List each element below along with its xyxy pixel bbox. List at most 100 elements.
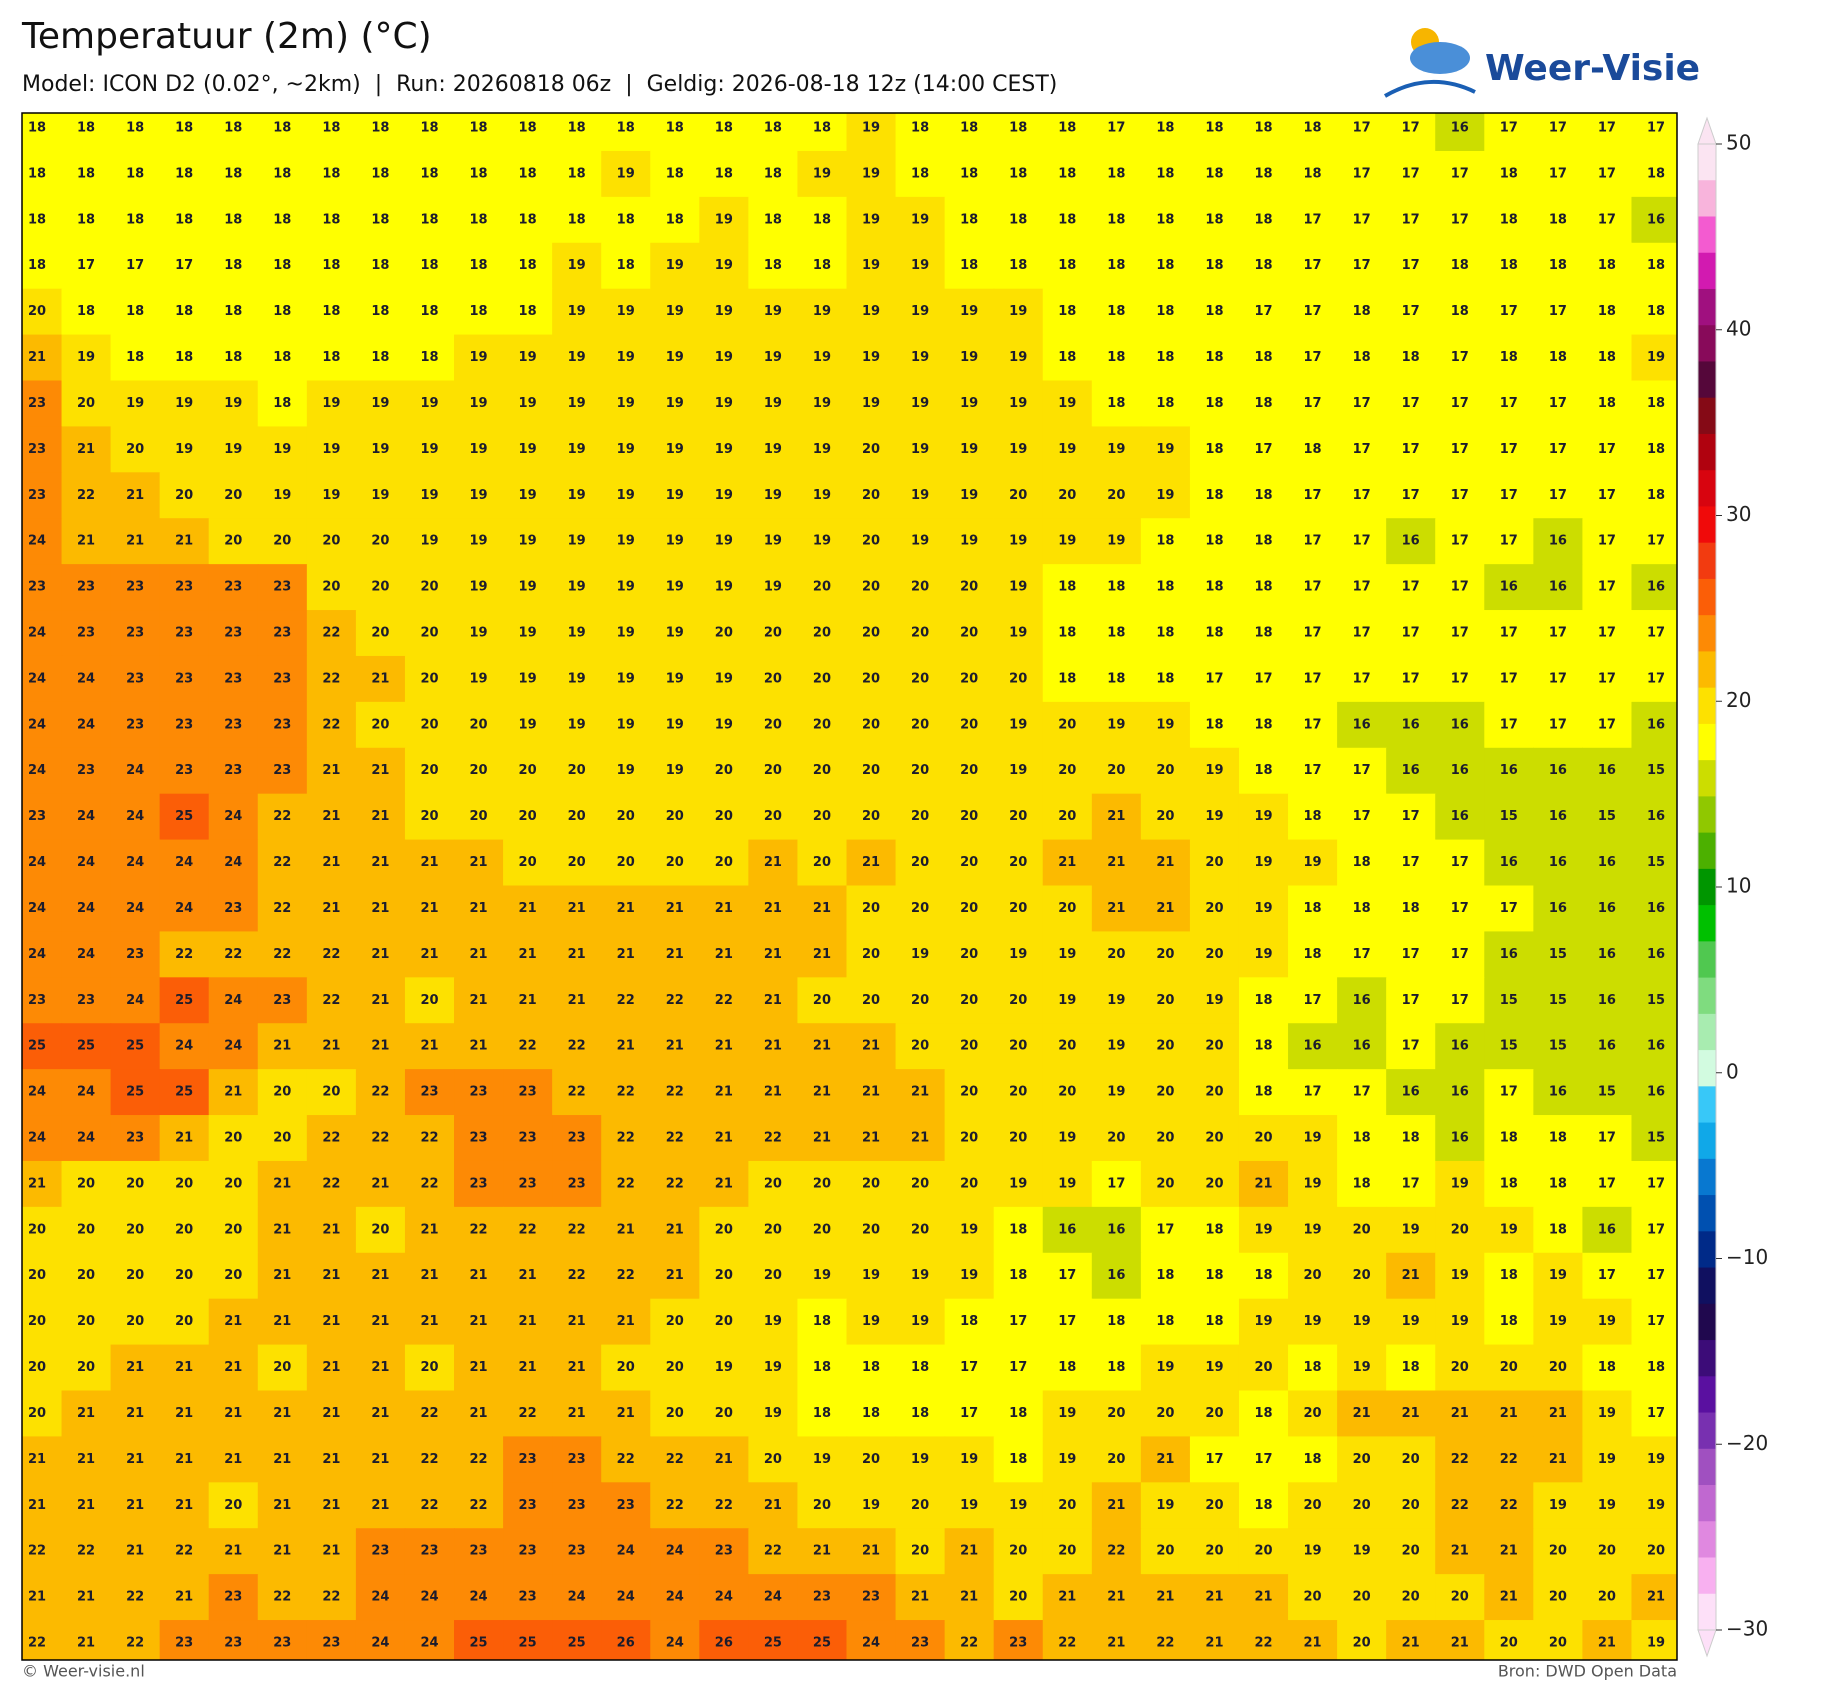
temperature-cell	[1582, 1390, 1633, 1438]
temperature-label: 21	[1598, 1636, 1616, 1651]
temperature-cell	[895, 747, 946, 795]
temperature-label: 19	[813, 304, 831, 319]
temperature-label: 24	[617, 1590, 635, 1605]
temperature-label: 17	[1254, 671, 1272, 686]
temperature-label: 19	[568, 580, 586, 595]
temperature-label: 21	[519, 1314, 537, 1329]
temperature-label: 17	[1402, 855, 1420, 870]
temperature-cell	[1533, 196, 1584, 244]
temperature-cell	[454, 885, 504, 933]
temperature-label: 19	[715, 1360, 733, 1375]
temperature-cell	[355, 931, 406, 978]
temperature-cell	[1386, 196, 1436, 244]
temperature-label: 21	[322, 1498, 340, 1513]
temperature-label: 23	[28, 442, 46, 457]
temperature-label: 21	[469, 1039, 487, 1054]
temperature-label: 20	[1009, 1544, 1027, 1559]
temperature-label: 19	[1451, 1176, 1469, 1191]
temperature-label: 20	[911, 993, 929, 1008]
temperature-cell	[1582, 380, 1633, 428]
temperature-cell	[797, 1574, 848, 1621]
temperature-label: 18	[1304, 1452, 1322, 1467]
temperature-cell	[306, 977, 357, 1024]
temperature-label: 24	[224, 1039, 242, 1054]
temperature-cell	[454, 150, 504, 198]
temperature-label: 19	[420, 488, 438, 503]
temperature-cell	[601, 518, 651, 565]
temperature-cell	[1189, 1115, 1240, 1162]
temperature-label: 22	[273, 901, 291, 916]
temperature-cell	[1582, 885, 1633, 933]
temperature-cell	[699, 242, 749, 290]
temperature-cell	[1435, 885, 1485, 933]
temperature-cell	[797, 610, 848, 657]
temperature-label: 18	[126, 121, 144, 136]
temperature-label: 18	[420, 258, 438, 273]
temperature-label: 21	[1353, 1406, 1371, 1421]
temperature-label: 20	[420, 993, 438, 1008]
temperature-label: 18	[1254, 350, 1272, 365]
temperature-cell	[1238, 1620, 1289, 1660]
temperature-label: 21	[371, 1039, 389, 1054]
temperature-label: 23	[273, 671, 291, 686]
temperature-label: 18	[224, 304, 242, 319]
temperature-cell	[895, 518, 946, 565]
temperature-label: 19	[911, 1314, 929, 1329]
logo-wave	[1384, 80, 1476, 98]
temperature-label: 21	[1156, 1590, 1174, 1605]
logo-text: Weer-Visie	[1485, 48, 1700, 89]
temperature-cell	[1140, 793, 1191, 841]
temperature-label: 22	[666, 1452, 684, 1467]
temperature-label: 20	[1009, 809, 1027, 824]
temperature-cell	[1484, 839, 1534, 887]
temperature-cell	[1435, 610, 1485, 657]
temperature-cell	[208, 242, 259, 290]
temperature-cell	[306, 1528, 357, 1575]
temperature-label: 20	[960, 1131, 978, 1146]
temperature-cell	[1631, 1482, 1677, 1529]
temperature-cell	[944, 793, 995, 841]
temperature-label: 17	[1156, 1222, 1174, 1237]
colorbar-segment	[1698, 1412, 1716, 1450]
temperature-cell	[355, 1390, 406, 1438]
temperature-cell	[1337, 977, 1387, 1024]
temperature-label: 21	[617, 947, 635, 962]
temperature-label: 20	[28, 1406, 46, 1421]
temperature-label: 18	[1156, 304, 1174, 319]
temperature-label: 19	[568, 717, 586, 732]
temperature-cell	[61, 1344, 112, 1392]
temperature-label: 23	[224, 901, 242, 916]
temperature-cell	[1337, 242, 1387, 290]
temperature-label: 19	[1009, 350, 1027, 365]
temperature-label: 19	[862, 166, 880, 181]
temperature-label: 17	[1598, 717, 1616, 732]
temperature-cell	[257, 931, 308, 978]
temperature-cell	[208, 655, 259, 703]
temperature-label: 22	[322, 947, 340, 962]
temperature-label: 17	[1451, 580, 1469, 595]
temperature-label: 15	[1500, 993, 1518, 1008]
temperature-label: 21	[28, 1498, 46, 1513]
colorbar-segment	[1698, 288, 1716, 326]
temperature-cell	[1435, 1023, 1485, 1070]
temperature-cell	[699, 1298, 749, 1346]
temperature-cell	[1631, 242, 1677, 290]
temperature-label: 17	[1402, 258, 1420, 273]
temperature-label: 21	[77, 534, 95, 549]
temperature-label: 21	[813, 901, 831, 916]
temperature-label: 19	[911, 488, 929, 503]
colorbar-segment	[1698, 361, 1716, 399]
temperature-cell	[1533, 113, 1584, 152]
temperature-cell	[503, 380, 553, 428]
temperature-cell	[1533, 1390, 1584, 1438]
temperature-label: 20	[1549, 1360, 1567, 1375]
temperature-label: 18	[1254, 1406, 1272, 1421]
temperature-label: 22	[617, 1085, 635, 1100]
temperature-cell	[552, 564, 602, 611]
temperature-label: 21	[273, 1452, 291, 1467]
temperature-label: 18	[1058, 304, 1076, 319]
temperature-cell	[1042, 701, 1093, 749]
temperature-label: 21	[1500, 1590, 1518, 1605]
temperature-label: 19	[224, 442, 242, 457]
temperature-label: 21	[568, 1360, 586, 1375]
